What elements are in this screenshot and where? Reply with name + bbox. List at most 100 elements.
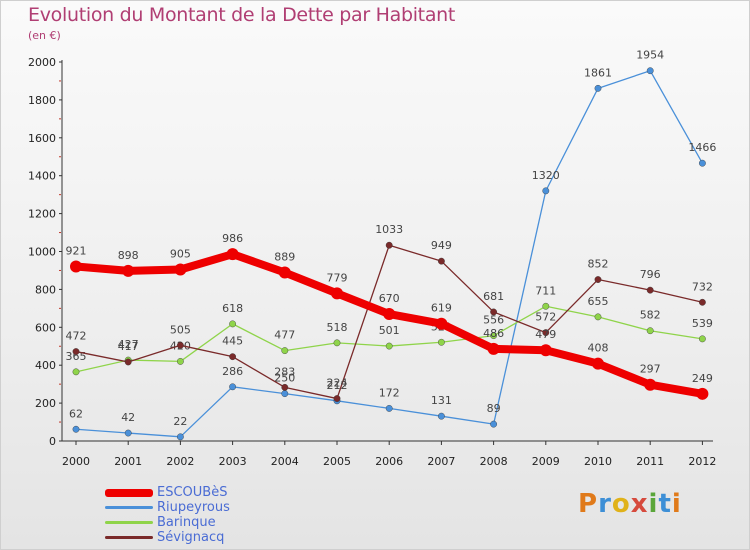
legend: ESCOUBèS Riupeyrous Barinque Sévignacq: [105, 485, 230, 545]
data-label: 732: [692, 280, 713, 293]
y-tick-label: 400: [35, 359, 56, 372]
data-label: 1954: [636, 49, 664, 62]
data-point: [437, 338, 445, 346]
x-tick-label: 2011: [636, 455, 664, 468]
legend-item: Barinque: [105, 515, 230, 530]
data-label: 172: [379, 386, 400, 399]
data-point: [331, 287, 343, 300]
data-point: [437, 412, 445, 420]
data-point: [229, 353, 237, 361]
data-point: [490, 420, 497, 428]
legend-swatch: [105, 521, 153, 524]
legend-label: Riupeyrous: [157, 500, 230, 515]
data-point: [72, 348, 80, 355]
x-tick-label: 2002: [166, 455, 194, 468]
data-label: 582: [640, 309, 661, 322]
y-tick-label: 1000: [28, 246, 56, 259]
x-tick-label: 2009: [532, 455, 560, 468]
data-label: 501: [379, 324, 400, 337]
data-label: 1861: [584, 66, 612, 79]
data-label: 479: [535, 328, 556, 341]
data-point: [333, 339, 341, 347]
data-label: 131: [431, 394, 452, 407]
data-point: [437, 257, 445, 265]
data-label: 779: [327, 271, 348, 284]
data-label: 283: [274, 365, 295, 378]
legend-swatch: [105, 488, 153, 497]
data-point: [124, 429, 132, 437]
legend-label: ESCOUBèS: [157, 485, 228, 500]
data-point: [72, 425, 80, 433]
data-point: [281, 347, 289, 355]
data-point: [281, 383, 289, 391]
data-label: 505: [170, 323, 191, 336]
data-point: [699, 335, 706, 343]
y-tick-label: 1800: [28, 94, 56, 107]
data-label: 250: [274, 372, 295, 385]
data-point: [229, 320, 237, 328]
series-escoubs: 921 898 905 986 889 779 670 619 486 479 408 297 249: [66, 232, 713, 400]
data-point: [281, 390, 289, 398]
data-label: 22: [173, 415, 187, 428]
data-label: 62: [69, 407, 83, 420]
data-label: 477: [274, 329, 295, 342]
data-label: 572: [535, 311, 556, 324]
y-tick-label: 800: [35, 283, 56, 296]
x-tick-label: 2012: [688, 455, 716, 468]
data-point: [278, 266, 291, 279]
legend-item: Sévignacq: [105, 530, 230, 545]
data-point: [646, 327, 654, 335]
x-tick-label: 2007: [427, 455, 455, 468]
data-label: 539: [692, 317, 713, 330]
data-point: [542, 302, 550, 310]
x-tick-label: 2004: [271, 455, 299, 468]
data-label: 852: [588, 258, 609, 271]
data-point: [176, 341, 184, 349]
data-label: 670: [379, 292, 400, 305]
x-tick-label: 2005: [323, 455, 351, 468]
x-tick-label: 2003: [219, 455, 247, 468]
data-label: 42: [121, 411, 135, 424]
data-point: [539, 344, 552, 357]
data-point: [542, 329, 550, 337]
legend-label: Sévignacq: [157, 530, 225, 545]
data-point: [70, 260, 82, 273]
data-point: [174, 263, 187, 276]
data-point: [226, 248, 239, 261]
data-label: 417: [118, 340, 139, 353]
data-label: 986: [222, 232, 243, 245]
data-point: [699, 298, 706, 306]
data-label: 249: [692, 372, 713, 385]
data-point: [646, 286, 654, 294]
data-point: [696, 387, 709, 400]
data-label: 619: [431, 302, 452, 315]
chart-title: Evolution du Montant de la Dette par Hab…: [28, 4, 456, 26]
data-label: 1466: [688, 141, 716, 154]
y-tick-label: 600: [35, 321, 56, 334]
proxiti-logo: Proxiti: [578, 489, 682, 519]
data-point: [592, 357, 604, 370]
y-tick-label: 200: [35, 397, 56, 410]
series-svignacq: 472 417 505 445 283 224 1033 949 681 572 852 796 732: [66, 223, 713, 402]
legend-swatch: [105, 536, 153, 539]
data-point: [594, 276, 602, 283]
y-tick-label: 0: [49, 435, 56, 448]
data-label: 556: [483, 314, 504, 327]
x-tick-label: 2000: [62, 455, 90, 468]
data-label: 921: [66, 244, 87, 257]
data-point: [385, 342, 393, 350]
data-label: 1033: [375, 223, 403, 236]
data-label: 286: [222, 365, 243, 378]
data-label: 796: [640, 268, 661, 281]
x-tick-label: 2010: [584, 455, 612, 468]
data-point: [594, 84, 602, 92]
data-point: [176, 433, 184, 441]
data-label: 889: [274, 251, 295, 264]
data-point: [699, 159, 706, 167]
data-point: [333, 395, 341, 402]
data-point: [594, 313, 602, 321]
legend-label: Barinque: [157, 515, 216, 530]
data-point: [435, 317, 448, 330]
